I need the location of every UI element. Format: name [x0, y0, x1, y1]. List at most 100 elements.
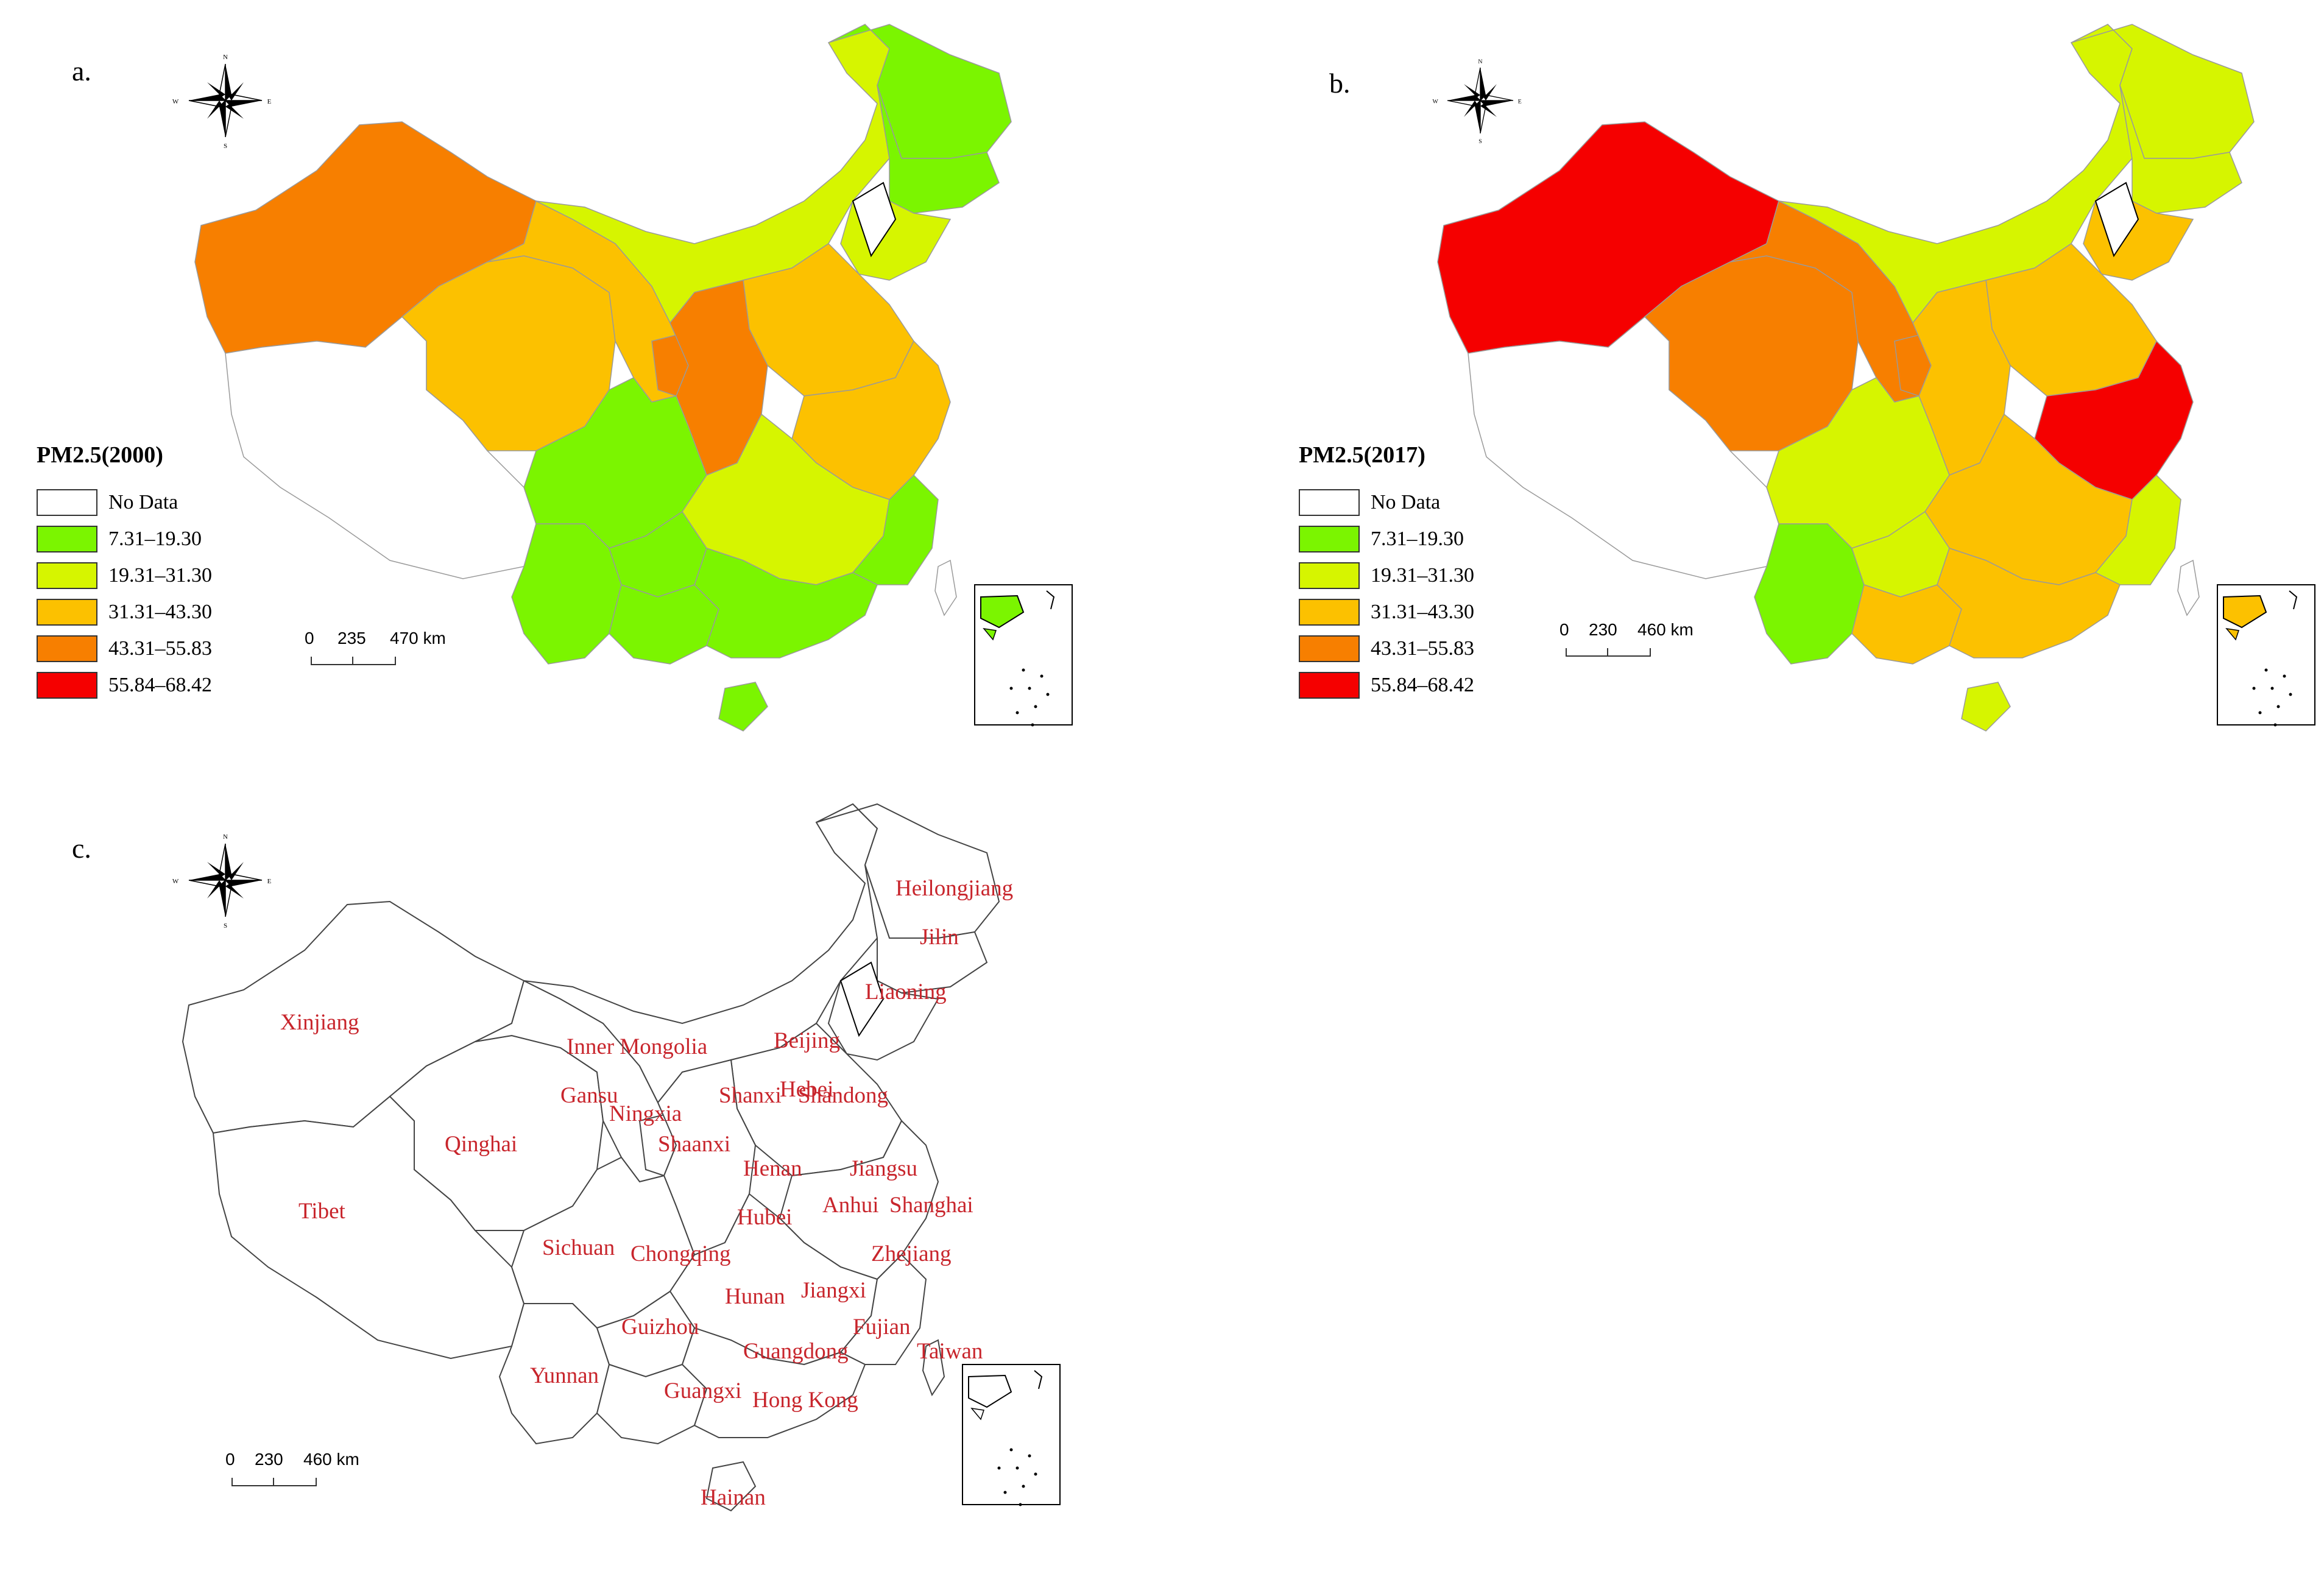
province-label: Guangdong	[743, 1339, 849, 1364]
legend-swatch	[37, 526, 97, 552]
region-jilin	[864, 864, 988, 994]
legend-label: 31.31–43.30	[108, 601, 212, 623]
province-label: Chongqing	[630, 1241, 730, 1266]
province-label: Shanghai	[889, 1193, 973, 1218]
scale-label-max: 460 km	[1637, 620, 1694, 639]
legend-swatch	[37, 562, 97, 589]
province-label: Ningxia	[609, 1101, 682, 1126]
region-guangxi	[596, 1363, 708, 1445]
legend-label: 7.31–19.30	[1371, 528, 1464, 550]
legend-item: 7.31–19.30	[1299, 521, 1474, 557]
legend-swatch	[1299, 635, 1360, 662]
region-taiwan	[922, 1339, 945, 1397]
compass-letter-n: N	[1478, 58, 1482, 65]
legend-item: 43.31–55.83	[1299, 630, 1474, 667]
province-label: Liaoning	[865, 980, 947, 1004]
map-panel-c: c. Heilongjiang Jilin Liaoning Xinjiang Inne…	[0, 792, 1157, 1584]
map-panel-a: a. N S E W PM2.5(2000) No Data 7.31–19.30 19.…	[0, 0, 1157, 761]
legend-swatch	[1299, 599, 1360, 626]
province-label: Taiwan	[917, 1339, 983, 1364]
province-label: Fujian	[853, 1315, 911, 1340]
legend-swatch	[37, 489, 97, 516]
region-fujian	[839, 1254, 927, 1365]
legend-item: 31.31–43.30	[37, 594, 212, 630]
legend-item: 19.31–31.30	[37, 557, 212, 594]
bohai-sea	[852, 182, 897, 258]
region-guangxi	[1851, 584, 1962, 665]
panel-letter: b.	[1329, 68, 1351, 99]
legend-label: 55.84–68.42	[1371, 674, 1474, 696]
province-label: Shandong	[798, 1083, 888, 1108]
legend-swatch	[1299, 489, 1360, 516]
scale-bar: 0 230 460 km	[225, 1450, 408, 1486]
legend-label: No Data	[1371, 491, 1441, 514]
legend-item: No Data	[1299, 484, 1474, 521]
region-guangdong	[1937, 548, 2121, 658]
compass-letter-w: W	[1433, 99, 1439, 105]
region-hainan	[705, 1461, 757, 1512]
province-label: Gansu	[560, 1083, 618, 1108]
legend-item: 43.31–55.83	[37, 630, 212, 667]
region-hainan	[718, 682, 768, 732]
province-label: Tibet	[298, 1199, 346, 1224]
legend-item: 7.31–19.30	[37, 521, 212, 557]
region-hainan	[1961, 682, 2011, 732]
legend: PM2.5(2000) No Data 7.31–19.30 19.31–31.30…	[37, 442, 212, 704]
legend-title: PM2.5(2017)	[1299, 442, 1425, 468]
region-fujian	[2094, 474, 2181, 585]
compass-letter-e: E	[267, 878, 272, 885]
compass-rose-icon: N S E W	[172, 833, 272, 930]
province-label: Shanxi	[719, 1083, 782, 1108]
legend-item: 55.84–68.42	[1299, 667, 1474, 704]
legend-item: 55.84–68.42	[37, 667, 212, 704]
compass-letter-s: S	[224, 922, 227, 930]
legend-label: 7.31–19.30	[108, 528, 202, 550]
legend-swatch	[37, 635, 97, 662]
legend-swatch	[1299, 672, 1360, 699]
province-label: Shaanxi	[658, 1132, 730, 1157]
province-label: Anhui	[822, 1193, 879, 1218]
scale-bar: 0 230 460 km	[1559, 620, 1742, 657]
scale-label-0: 0	[305, 629, 314, 648]
region-jilin	[2119, 85, 2242, 214]
legend: PM2.5(2017) No Data 7.31–19.30 19.31–31.30…	[1299, 442, 1474, 704]
compass-letter-n: N	[223, 833, 228, 841]
province-label: Guangxi	[664, 1378, 741, 1403]
province-label: Henan	[743, 1156, 802, 1181]
province-label: Beijing	[774, 1028, 840, 1053]
south-china-sea-inset	[974, 584, 1073, 727]
province-label: Hebei	[780, 1077, 833, 1102]
legend-items: No Data 7.31–19.30 19.31–31.30 31.31–43.30 4…	[37, 484, 212, 704]
region-guangdong	[694, 548, 878, 658]
province-outline-map: Heilongjiang Jilin Liaoning Xinjiang Inner M…	[172, 803, 1061, 1512]
legend-label: 43.31–55.83	[108, 637, 212, 660]
legend-item: 19.31–31.30	[1299, 557, 1474, 594]
province-label: Xinjiang	[280, 1010, 359, 1035]
compass-letter-w: W	[172, 878, 179, 885]
choropleth-map: N S E W	[172, 24, 1073, 732]
scale-label-mid: 235	[337, 629, 366, 648]
china-map	[1437, 24, 2315, 732]
province-label: Hubei	[737, 1205, 792, 1230]
south-china-sea-inset	[962, 1364, 1061, 1506]
province-label: Heilongjiang	[895, 876, 1013, 901]
scale-label-max: 470 km	[390, 629, 446, 648]
scale-label-mid: 230	[255, 1450, 283, 1469]
legend-label: 19.31–31.30	[1371, 564, 1474, 587]
province-label: Guizhou	[621, 1315, 699, 1340]
region-fujian	[852, 474, 939, 585]
compass-letter-e: E	[1518, 99, 1522, 105]
compass-letter-n: N	[223, 54, 228, 61]
scale-label-mid: 230	[1589, 620, 1617, 639]
legend-label: 31.31–43.30	[1371, 601, 1474, 623]
province-label: Jiangsu	[850, 1156, 917, 1181]
legend-swatch	[1299, 562, 1360, 589]
scale-label-max: 460 km	[303, 1450, 359, 1469]
legend-label: 19.31–31.30	[108, 564, 212, 587]
province-label: Jiangxi	[801, 1278, 866, 1303]
region-taiwan	[2177, 559, 2200, 616]
region-guangxi	[609, 584, 719, 665]
legend-title: PM2.5(2000)	[37, 442, 163, 468]
legend-item: 31.31–43.30	[1299, 594, 1474, 630]
compass-letter-e: E	[267, 98, 272, 105]
